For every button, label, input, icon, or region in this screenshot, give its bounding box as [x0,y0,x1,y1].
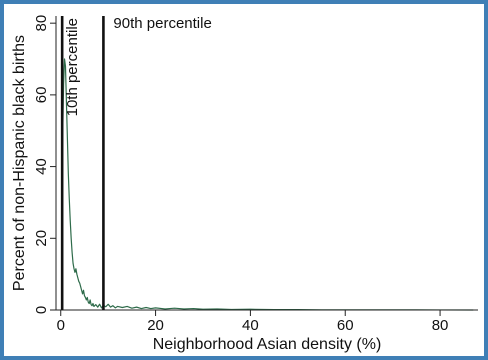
y-tick-label: 0 [33,306,50,314]
x-tick-label: 40 [242,317,259,334]
reference-lines: 10th percentile 90th percentile [60,15,212,310]
y-axis-label: Percent of non-Hispanic black births [11,35,28,291]
y-tick-label: 80 [33,15,50,32]
reference-label-1: 90th percentile [113,15,211,32]
x-axis-label: Neighborhood Asian density (%) [153,336,382,353]
y-tick-label: 60 [33,87,50,104]
series-line-0 [61,58,474,311]
y-tick-label: 20 [33,230,50,247]
x-tick-label: 60 [337,317,354,334]
y-tick-label: 40 [33,158,50,175]
x-tick-label: 0 [57,317,65,334]
chart-frame: 0 20 40 60 80 0 20 40 60 80 10th percentile 90th … [4,4,484,356]
density-chart: 0 20 40 60 80 0 20 40 60 80 10th percentile 90th … [11,15,478,353]
y-axis: 0 20 40 60 80 [33,15,57,314]
x-tick-label: 80 [432,317,449,334]
x-axis: 0 20 40 60 80 [56,309,478,334]
reference-label-0: 10th percentile [64,18,81,116]
x-tick-label: 20 [147,317,164,334]
plot-area [61,58,474,311]
